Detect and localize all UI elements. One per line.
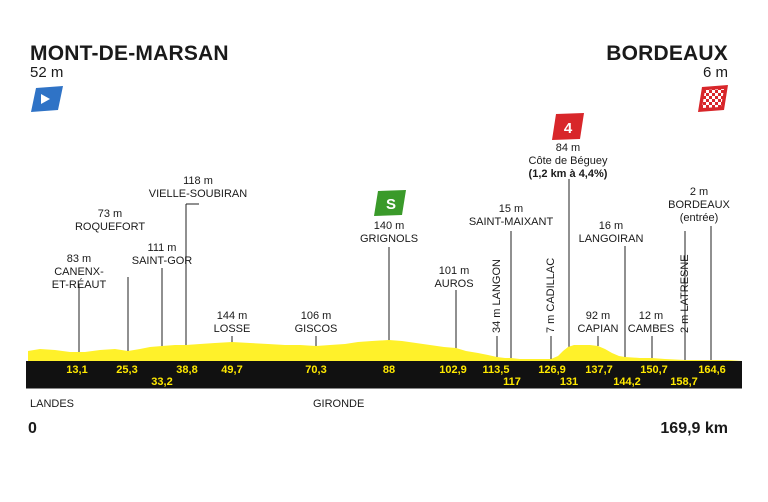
waypoint-saint-gor: 111 m SAINT-GOR (131, 242, 193, 267)
region-label: GIRONDE (313, 398, 365, 410)
distance-total: 169,9 km (660, 420, 728, 437)
region-label: LANDES (30, 398, 75, 410)
waypoint-cote-de-beguey: 84 m Côte de Béguey (1,2 km à 4,4%) (528, 142, 608, 180)
km-marker: 131 (559, 376, 579, 388)
waypoint-bordeaux-entree: 2 m BORDEAUX (entrée) (668, 186, 730, 224)
km-marker: 70,3 (305, 364, 327, 376)
finish-flag-icon (698, 85, 728, 112)
sprint-badge-icon: S (374, 190, 406, 216)
waypoint-saint-maixant: 15 m SAINT-MAIXANT (468, 203, 554, 228)
km-marker: 164,6 (698, 364, 726, 376)
sprint-symbol: S (386, 196, 396, 213)
waypoint-vielle-soubiran: 118 m VIELLE-SOUBIRAN (148, 175, 248, 200)
km-marker: 126,9 (538, 364, 566, 376)
km-marker: 113,5 (482, 364, 510, 376)
waypoint-auros: 101 m AUROS (434, 265, 474, 290)
km-marker: 158,7 (670, 376, 698, 388)
waypoint-losse: 144 m LOSSE (213, 310, 251, 335)
km-marker: 102,9 (439, 364, 467, 376)
waypoint-langon: 34 m LANGON (491, 259, 503, 333)
km-marker: 49,7 (221, 364, 243, 376)
km-marker: 38,8 (176, 364, 198, 376)
distance-band (26, 361, 742, 388)
climb-badge-icon: 4 (552, 113, 584, 140)
km-marker: 137,7 (585, 364, 613, 376)
km-marker: 117 (503, 376, 521, 388)
km-marker: 88 (382, 364, 396, 376)
profile-fill (28, 340, 742, 362)
km-marker: 144,2 (613, 376, 641, 388)
km-marker: 150,7 (640, 364, 668, 376)
climb-category: 4 (564, 120, 573, 137)
waypoint-capian: 92 m CAPIAN (577, 310, 619, 335)
waypoint-langoiran: 16 m LANGOIRAN (578, 220, 644, 245)
waypoint-latresne: 2 m LATRESNE (679, 254, 691, 333)
km-marker: 33,2 (151, 376, 173, 388)
waypoint-cadillac: 7 m CADILLAC (545, 257, 557, 333)
waypoint-giscos: 106 m GISCOS (294, 310, 338, 335)
waypoint-canenx: 83 m CANENX- ET-RÉAUT (51, 253, 107, 291)
km-marker: 13,1 (66, 364, 88, 376)
distance-start: 0 (28, 420, 37, 437)
km-marker: 25,3 (116, 364, 138, 376)
start-town: MONT-DE-MARSAN (30, 42, 229, 65)
start-altitude: 52 m (30, 64, 64, 81)
finish-altitude: 6 m (702, 64, 728, 81)
start-flag-icon (31, 86, 63, 112)
waypoint-roquefort: 73 m ROQUEFORT (74, 208, 146, 233)
waypoint-grignols: 140 m GRIGNOLS (359, 220, 419, 245)
finish-town: BORDEAUX (606, 42, 728, 65)
waypoint-leader-lines (78, 179, 712, 361)
waypoint-cambes: 12 m CAMBES (627, 310, 675, 335)
